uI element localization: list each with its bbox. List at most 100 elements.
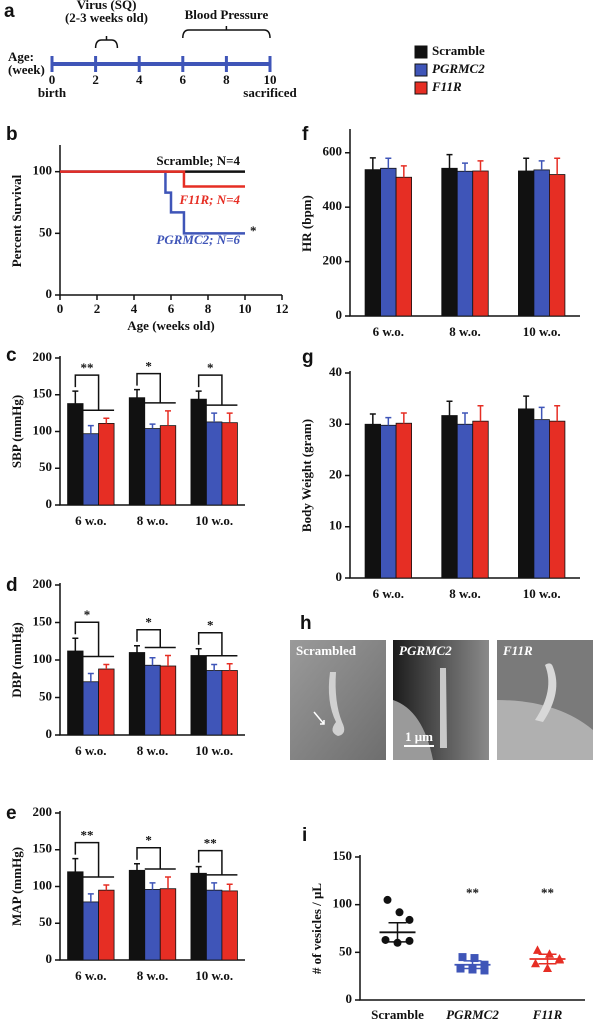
significance: * (250, 223, 257, 238)
significance: * (207, 618, 214, 633)
legend-swatch (414, 63, 428, 77)
bar (98, 668, 115, 736)
axis-label: (week) (8, 62, 45, 77)
x-tick-label: 0 (57, 301, 64, 316)
bar (159, 888, 177, 961)
x-tick-label: 10 w.o. (195, 968, 233, 983)
x-tick-label: 8 (205, 301, 212, 316)
bar (128, 652, 146, 736)
image-label: Scrambled (296, 643, 357, 658)
y-tick-label: 200 (33, 349, 53, 364)
panel-letter: d (6, 575, 18, 596)
timeline-tick-label: 4 (136, 72, 143, 87)
error-bar (400, 165, 407, 178)
significance: * (84, 607, 91, 622)
x-tick-label: 6 w.o. (75, 513, 106, 528)
y-tick-label: 200 (33, 576, 53, 591)
virus-sublabel: (2-3 weeks old) (65, 10, 148, 25)
x-tick-label: F11R (532, 1007, 563, 1022)
y-tick-label: 10 (329, 518, 342, 533)
microvillus (535, 663, 557, 722)
y-tick-label: 100 (33, 422, 53, 437)
point (470, 954, 479, 963)
sem-images (290, 640, 593, 760)
significance-bracket (74, 621, 115, 658)
panel-letter: h (300, 613, 312, 634)
x-tick-label: 10 w.o. (523, 586, 561, 601)
y-axis-title: Percent Survival (9, 174, 24, 267)
point (468, 965, 477, 974)
bar (128, 869, 146, 961)
bar (67, 403, 84, 506)
x-axis-title: Age (weeks old) (127, 318, 214, 333)
y-tick-label: 100 (33, 651, 53, 666)
error-bar (211, 412, 218, 422)
error-bar (385, 157, 392, 169)
error-bar (400, 412, 407, 424)
bp-label: Blood Pressure (185, 7, 269, 22)
y-tick-label: 30 (329, 415, 342, 430)
significance-bracket (197, 632, 238, 657)
y-tick-label: 200 (323, 253, 343, 268)
vesicle-shape (328, 672, 345, 736)
panel-letter: i (302, 825, 307, 846)
bar (441, 167, 458, 317)
y-tick-label: 150 (33, 841, 53, 856)
panel-letter: a (4, 1, 15, 22)
y-tick-label: 200 (33, 804, 53, 819)
error-bar (369, 157, 376, 170)
y-axis-title: Body Weight (gram) (299, 419, 314, 532)
error-bar (477, 405, 484, 422)
point (395, 908, 404, 917)
error-bar (103, 417, 110, 424)
x-tick-label: 8 w.o. (449, 586, 480, 601)
error-bar (538, 406, 545, 420)
bar (364, 423, 381, 579)
error-bar (369, 413, 376, 425)
significance-bracket (136, 629, 176, 649)
y-tick-label: 400 (323, 198, 343, 213)
bracket (182, 26, 271, 39)
series-label: PGRMC2; N=6 (156, 232, 240, 247)
bar (144, 664, 161, 736)
point (405, 936, 414, 945)
error-bar (554, 405, 561, 422)
point (393, 938, 402, 947)
y-tick-label: 20 (329, 466, 342, 481)
bar (533, 419, 550, 579)
bar (456, 423, 474, 579)
y-tick-label: 100 (33, 163, 53, 178)
bar (82, 901, 99, 961)
bar (395, 422, 412, 579)
error-bar (87, 424, 94, 434)
error-bar (87, 672, 94, 682)
error-bar (211, 663, 218, 671)
y-tick-label: 0 (46, 951, 53, 966)
x-tick-label: PGRMC2 (446, 1007, 499, 1022)
significance: ** (80, 828, 93, 843)
significance: * (145, 359, 152, 374)
y-tick-label: 0 (336, 569, 343, 584)
bar (82, 433, 99, 506)
image-scrambled (290, 640, 386, 760)
legend-label: F11R (431, 79, 462, 94)
significance-bracket (136, 372, 176, 404)
bracket (94, 36, 119, 49)
point (480, 966, 489, 975)
y-tick-label: 40 (329, 364, 342, 379)
sem-bar (538, 953, 557, 965)
y-tick-label: 100 (333, 896, 353, 911)
x-tick-label: 4 (131, 301, 138, 316)
error-bar (72, 390, 79, 404)
y-tick-label: 50 (39, 688, 52, 703)
significance-bracket (136, 846, 176, 870)
significance: * (145, 833, 152, 848)
y-tick-label: 50 (39, 459, 52, 474)
significance: ** (541, 885, 554, 900)
point (405, 915, 414, 924)
y-tick-label: 150 (33, 386, 53, 401)
error-bar (165, 876, 171, 889)
error-bar (226, 412, 233, 423)
significance-bracket (74, 374, 115, 412)
